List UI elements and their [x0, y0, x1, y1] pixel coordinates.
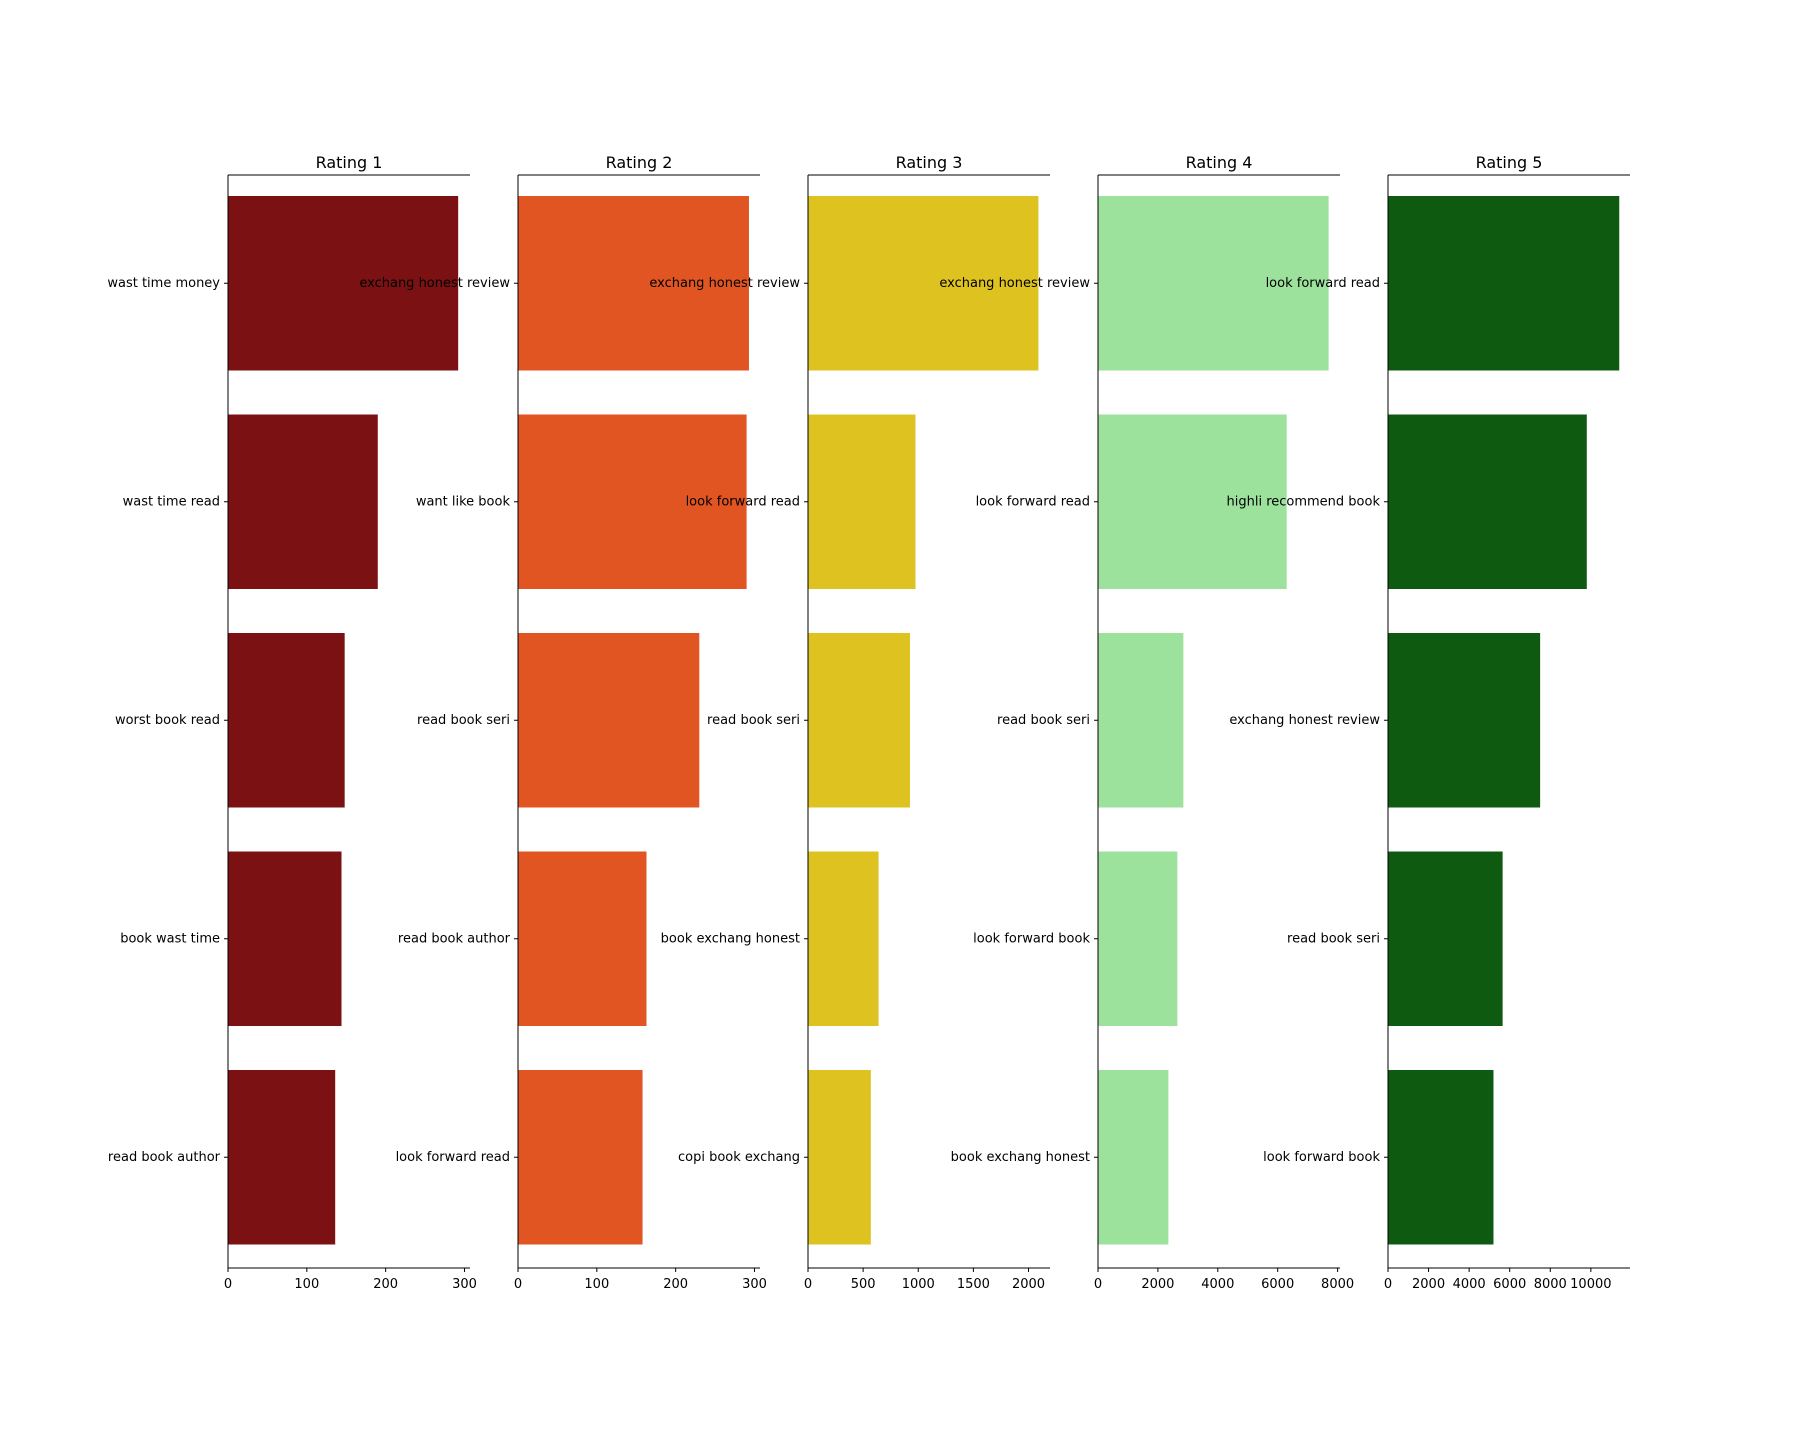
x-tick-label: 1000 [902, 1277, 935, 1292]
bar [228, 1070, 336, 1245]
bar [518, 414, 747, 589]
category-label: exchang honest review [939, 276, 1090, 291]
x-tick-label: 100 [294, 1277, 319, 1292]
category-label: exchang honest review [649, 276, 800, 291]
category-label: look forward book [973, 931, 1090, 946]
category-label: copi book exchang [678, 1150, 800, 1165]
bar [808, 1070, 871, 1245]
panel-title: Rating 4 [1186, 153, 1253, 172]
x-tick-label: 0 [1384, 1277, 1392, 1292]
bar [1098, 196, 1329, 371]
x-tick-label: 0 [1094, 1277, 1102, 1292]
x-tick-label: 1500 [957, 1277, 990, 1292]
panel-rating-5: look forward read highli recommend book ex… [1227, 153, 1630, 1292]
x-tick-label: 0 [224, 1277, 232, 1292]
panel-rating-2: exchang honest review want like book read … [359, 153, 767, 1292]
category-label: exchang honest review [359, 276, 510, 291]
bar [1098, 414, 1287, 589]
bar [228, 414, 378, 589]
panel-title: Rating 5 [1476, 153, 1543, 172]
category-label: read book seri [417, 713, 510, 728]
x-tick-label: 2000 [1141, 1277, 1174, 1292]
bar [228, 196, 459, 371]
x-tick-label: 2000 [1012, 1277, 1045, 1292]
x-tick-label: 8000 [1321, 1277, 1354, 1292]
bar [1098, 851, 1178, 1026]
x-tick-label: 10000 [1570, 1277, 1611, 1292]
bar [518, 851, 647, 1026]
category-label: read book seri [707, 713, 800, 728]
bar [228, 633, 345, 808]
x-tick-label: 300 [452, 1277, 477, 1292]
panel-title: Rating 2 [606, 153, 673, 172]
bar [1388, 196, 1620, 371]
bar [228, 851, 342, 1026]
bar [808, 851, 879, 1026]
bar [808, 414, 916, 589]
category-label: highli recommend book [1227, 494, 1381, 509]
x-tick-label: 300 [742, 1277, 767, 1292]
category-label: exchang honest review [1229, 713, 1380, 728]
category-label: look forward read [1266, 276, 1380, 291]
bar [1388, 1070, 1494, 1245]
bar [1098, 1070, 1169, 1245]
x-tick-label: 500 [851, 1277, 876, 1292]
bar [808, 633, 910, 808]
bar [1388, 414, 1587, 589]
x-tick-label: 8000 [1534, 1277, 1567, 1292]
bar [1388, 851, 1503, 1026]
category-label: book wast time [120, 931, 220, 946]
bar [518, 1070, 643, 1245]
category-label: read book author [398, 931, 511, 946]
x-tick-label: 0 [514, 1277, 522, 1292]
x-tick-label: 2000 [1412, 1277, 1445, 1292]
bar [1388, 633, 1541, 808]
x-tick-label: 6000 [1493, 1277, 1526, 1292]
panel-title: Rating 3 [896, 153, 963, 172]
x-tick-label: 4000 [1201, 1277, 1234, 1292]
category-label: wast time money [107, 276, 220, 291]
panel-title: Rating 1 [316, 153, 383, 172]
panel-rating-4: exchang honest review look forward read re… [939, 153, 1354, 1292]
x-tick-label: 4000 [1453, 1277, 1486, 1292]
bar [518, 633, 700, 808]
category-label: look forward book [1263, 1150, 1380, 1165]
x-tick-label: 100 [584, 1277, 609, 1292]
category-label: book exchang honest [951, 1150, 1090, 1165]
category-label: wast time read [123, 494, 220, 509]
x-tick-label: 0 [804, 1277, 812, 1292]
category-label: book exchang honest [661, 931, 800, 946]
x-tick-label: 6000 [1261, 1277, 1294, 1292]
bar [1098, 633, 1184, 808]
x-tick-label: 200 [663, 1277, 688, 1292]
panel-rating-3: exchang honest review look forward read re… [649, 153, 1050, 1292]
bar [808, 196, 1039, 371]
category-label: read book author [108, 1150, 221, 1165]
category-label: read book seri [997, 713, 1090, 728]
bar [518, 196, 749, 371]
x-tick-label: 200 [373, 1277, 398, 1292]
category-label: read book seri [1287, 931, 1380, 946]
category-label: look forward read [396, 1150, 510, 1165]
panel-rating-1: wast time money wast time read worst book … [107, 153, 477, 1292]
category-label: want like book [416, 494, 511, 509]
category-label: worst book read [115, 713, 220, 728]
category-label: look forward read [976, 494, 1090, 509]
category-label: look forward read [686, 494, 800, 509]
